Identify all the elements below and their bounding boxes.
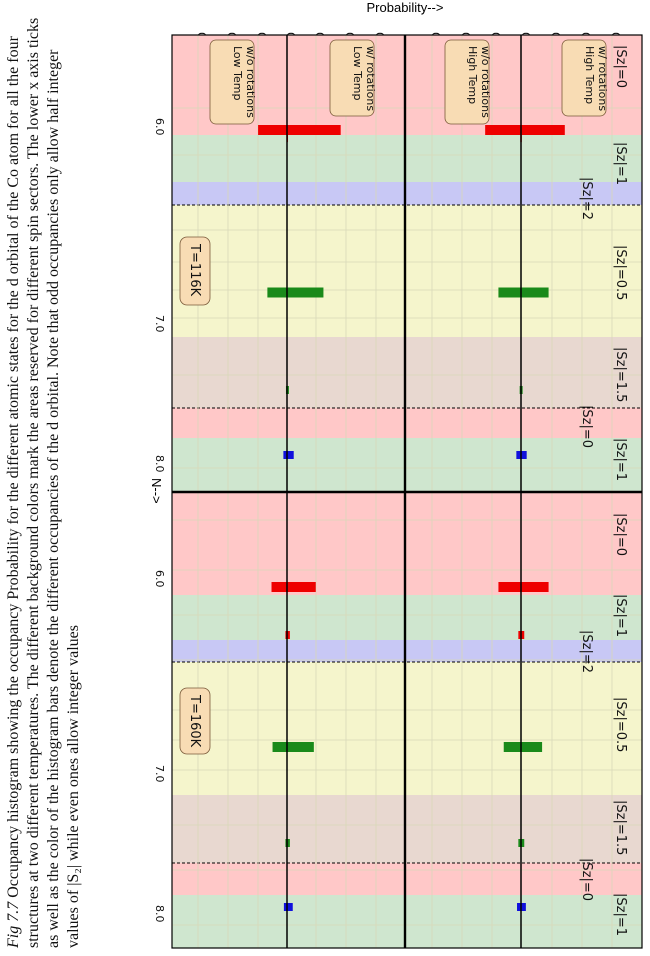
panel-label-low-w-rotations: Low Tempw/ rotations bbox=[329, 39, 377, 117]
bar-high-temp bbox=[485, 125, 565, 135]
band-sz1_bg bbox=[172, 595, 642, 640]
x-tick-label: 8.0 bbox=[153, 455, 166, 473]
figure-caption: Fig 7.7 Occupancy histogram showing the … bbox=[4, 8, 129, 948]
band-sz0_bg bbox=[172, 408, 642, 438]
sector-label-sz0: |Sz|=0 bbox=[579, 858, 594, 901]
sector-label-sz1: |Sz|=1 bbox=[613, 594, 628, 637]
x-tick-label: 6.0 bbox=[153, 118, 166, 136]
sector-label-sz1: |Sz|=1 bbox=[613, 893, 628, 936]
band-sz2_bg bbox=[172, 182, 642, 205]
sector-label-sz05: |Sz|=0.5 bbox=[613, 697, 628, 752]
x-tick-label: 7.0 bbox=[153, 315, 166, 333]
bar-high-temp bbox=[503, 742, 543, 752]
svg-text:Low Tempw/o rotations: Low Tempw/o rotations bbox=[231, 46, 257, 118]
caption-text: Occupancy histogram showing the occupanc… bbox=[5, 17, 82, 948]
panel-label-low-wo-rotations: Low Tempw/o rotations bbox=[209, 39, 257, 125]
bar-low-temp bbox=[271, 582, 316, 592]
sector-label-sz2: |Sz|=2 bbox=[579, 630, 594, 673]
bar-high-temp bbox=[498, 582, 549, 592]
spin-sector-bands bbox=[172, 35, 642, 948]
band-sz0_bg bbox=[172, 863, 642, 895]
sector-label-sz0: |Sz|=0 bbox=[613, 513, 628, 556]
band-sz0_bg bbox=[172, 492, 642, 595]
sector-label-sz1: |Sz|=1 bbox=[613, 142, 628, 185]
temperature-label-116k: T=116K bbox=[179, 236, 211, 306]
panel-label-high-wo-rotations: High Tempw/o rotations bbox=[444, 39, 492, 125]
svg-text:T=116K: T=116K bbox=[187, 243, 202, 297]
bar-low-temp bbox=[283, 451, 294, 459]
sector-label-sz15: |Sz|=1.5 bbox=[613, 347, 628, 402]
band-sz2_bg bbox=[172, 640, 642, 662]
caption-lead: Fig 7.7 bbox=[5, 901, 22, 948]
sector-label-sz15: |Sz|=1.5 bbox=[613, 800, 628, 855]
y-axis-label: Probability--> bbox=[367, 0, 444, 15]
svg-text:T=160K: T=160K bbox=[187, 694, 202, 748]
svg-text:High Tempw/o rotations: High Tempw/o rotations bbox=[466, 46, 492, 118]
x-tick-label: 6.0 bbox=[153, 570, 166, 588]
band-sz1_bg bbox=[172, 438, 642, 492]
sector-label-sz05: |Sz|=0.5 bbox=[613, 245, 628, 300]
sector-label-sz2: |Sz|=2 bbox=[579, 177, 594, 220]
band-sz15_bg bbox=[172, 337, 642, 408]
bar-low-temp bbox=[258, 125, 341, 135]
bar-low-temp bbox=[272, 742, 314, 752]
bar-low-temp bbox=[267, 287, 324, 298]
x-tick-label: 7.0 bbox=[153, 765, 166, 783]
bar-low-temp bbox=[283, 903, 293, 911]
band-sz05_bg bbox=[172, 662, 642, 795]
svg-text:High Tempw/ rotations: High Tempw/ rotations bbox=[583, 46, 609, 111]
band-sz15_bg bbox=[172, 795, 642, 863]
sector-label-sz0: |Sz|=0 bbox=[613, 45, 628, 88]
band-sz1_bg bbox=[172, 895, 642, 948]
x-axis-label: N--> bbox=[149, 478, 164, 504]
sector-label-sz1: |Sz|=1 bbox=[613, 438, 628, 481]
x-tick-label: 8.0 bbox=[153, 905, 166, 923]
band-sz1_bg bbox=[172, 135, 642, 182]
band-sz05_bg bbox=[172, 205, 642, 337]
bar-high-temp bbox=[498, 287, 549, 298]
panel-label-high-w-rotations: High Tempw/ rotations bbox=[561, 39, 609, 117]
sector-label-sz0: |Sz|=0 bbox=[579, 405, 594, 448]
svg-text:Low Tempw/ rotations: Low Tempw/ rotations bbox=[351, 46, 377, 111]
temperature-label-160k: T=160K bbox=[179, 687, 211, 755]
